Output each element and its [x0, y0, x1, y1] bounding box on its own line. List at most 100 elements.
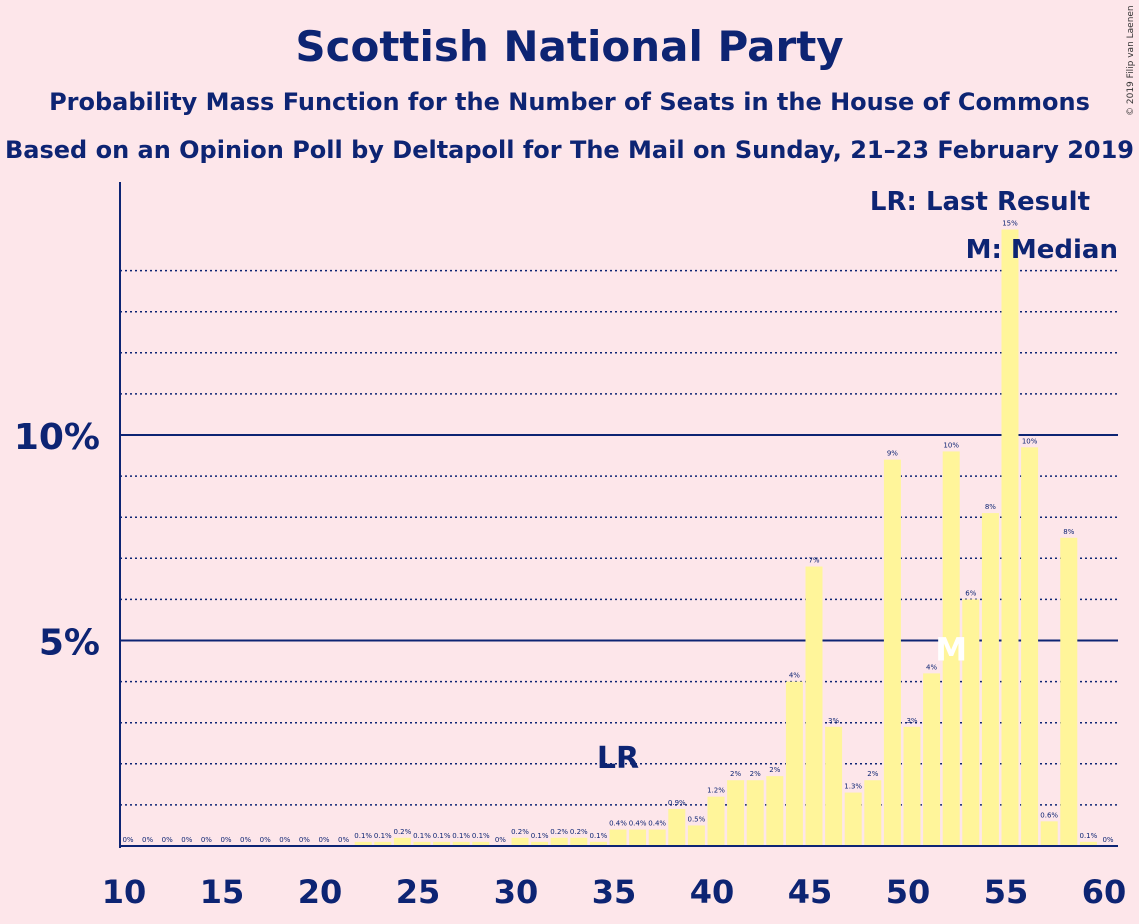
- data-label: 0.1%: [354, 832, 372, 840]
- bar: [1001, 229, 1019, 846]
- data-label: 1.2%: [707, 787, 725, 795]
- data-label: 0.9%: [668, 799, 686, 807]
- bar: [433, 841, 451, 846]
- chart-subtitle: Probability Mass Function for the Number…: [49, 88, 1090, 116]
- x-tick-label: 30: [494, 873, 539, 911]
- bar: [1060, 537, 1078, 846]
- bar: [511, 837, 529, 846]
- bar: [393, 837, 411, 846]
- y-tick-label: 5%: [39, 623, 100, 664]
- bar: [531, 841, 549, 846]
- last-result-marker: LR: [597, 741, 639, 776]
- data-label: 0.4%: [648, 820, 666, 828]
- data-label: 4%: [926, 663, 937, 671]
- bar: [589, 841, 607, 846]
- data-label: 0.2%: [570, 828, 588, 836]
- data-label: 0%: [122, 836, 133, 844]
- x-tick-label: 15: [200, 873, 245, 911]
- legend-last-result: LR: Last Result: [870, 187, 1090, 217]
- bar: [962, 599, 980, 846]
- legend-median: M: Median: [966, 235, 1118, 265]
- data-label: 0.1%: [472, 832, 490, 840]
- x-tick-label: 35: [592, 873, 637, 911]
- data-label: 0.2%: [550, 828, 568, 836]
- data-label: 0%: [338, 836, 349, 844]
- data-label: 0.1%: [413, 832, 431, 840]
- chart-subtitle-source: Based on an Opinion Poll by Deltapoll fo…: [5, 136, 1134, 164]
- data-label: 0.1%: [590, 832, 608, 840]
- data-label: 0%: [162, 836, 173, 844]
- data-label: 0.5%: [688, 815, 706, 823]
- data-label: 0%: [220, 836, 231, 844]
- data-label: 8%: [985, 503, 996, 511]
- bar: [648, 829, 666, 846]
- bar: [707, 796, 725, 846]
- data-label: 2%: [867, 770, 878, 778]
- data-label: 2%: [750, 770, 761, 778]
- data-label: 3%: [828, 717, 839, 725]
- data-label: 0.2%: [511, 828, 529, 836]
- x-tick-label: 40: [690, 873, 735, 911]
- data-label: 10%: [1022, 437, 1038, 445]
- bar: [374, 841, 392, 846]
- data-label: 0%: [299, 836, 310, 844]
- bar: [942, 451, 960, 846]
- bar: [727, 780, 745, 846]
- bar: [923, 673, 941, 846]
- data-label: 15%: [1002, 220, 1018, 228]
- data-label: 4%: [789, 672, 800, 680]
- bar: [805, 566, 823, 846]
- bar: [844, 792, 862, 846]
- data-label: 0.1%: [433, 832, 451, 840]
- bar: [981, 513, 999, 846]
- x-tick-label: 55: [984, 873, 1029, 911]
- data-label: 0.4%: [609, 820, 627, 828]
- median-marker: M: [935, 631, 967, 669]
- bar: [785, 681, 803, 846]
- x-tick-label: 50: [886, 873, 931, 911]
- data-label: 1.3%: [844, 783, 862, 791]
- data-label: 0.1%: [531, 832, 549, 840]
- data-label: 10%: [943, 441, 959, 449]
- data-label: 2%: [769, 766, 780, 774]
- x-tick-label: 20: [298, 873, 343, 911]
- bar: [687, 825, 705, 846]
- bar: [766, 776, 784, 846]
- data-label: 0%: [318, 836, 329, 844]
- data-label: 2%: [730, 770, 741, 778]
- data-label: 0.4%: [629, 820, 647, 828]
- data-label: 0.1%: [452, 832, 470, 840]
- data-label: 0.2%: [394, 828, 412, 836]
- x-tick-label: 45: [788, 873, 833, 911]
- x-tick-label: 10: [102, 873, 147, 911]
- bar: [825, 726, 843, 846]
- data-label: 0.1%: [1080, 832, 1098, 840]
- bar: [550, 837, 568, 846]
- bar: [413, 841, 431, 846]
- bar: [864, 780, 882, 846]
- data-label: 0%: [181, 836, 192, 844]
- data-label: 3%: [906, 717, 917, 725]
- y-tick-label: 10%: [14, 417, 100, 458]
- data-label: 0.1%: [374, 832, 392, 840]
- bar: [609, 829, 627, 846]
- data-label: 8%: [1063, 528, 1074, 536]
- bar: [1021, 447, 1039, 846]
- data-label: 6%: [965, 589, 976, 597]
- chart-title: Scottish National Party: [295, 22, 844, 71]
- data-label: 0%: [1102, 836, 1113, 844]
- data-label: 0%: [260, 836, 271, 844]
- data-label: 0%: [240, 836, 251, 844]
- data-label: 9%: [887, 450, 898, 458]
- bar: [354, 841, 372, 846]
- bar: [903, 726, 921, 846]
- bar: [1079, 841, 1097, 846]
- bar: [746, 780, 764, 846]
- data-label: 0%: [201, 836, 212, 844]
- bar: [452, 841, 470, 846]
- data-label: 0.6%: [1040, 811, 1058, 819]
- data-label: 7%: [808, 557, 819, 565]
- bar: [1040, 821, 1058, 846]
- bar: [570, 837, 588, 846]
